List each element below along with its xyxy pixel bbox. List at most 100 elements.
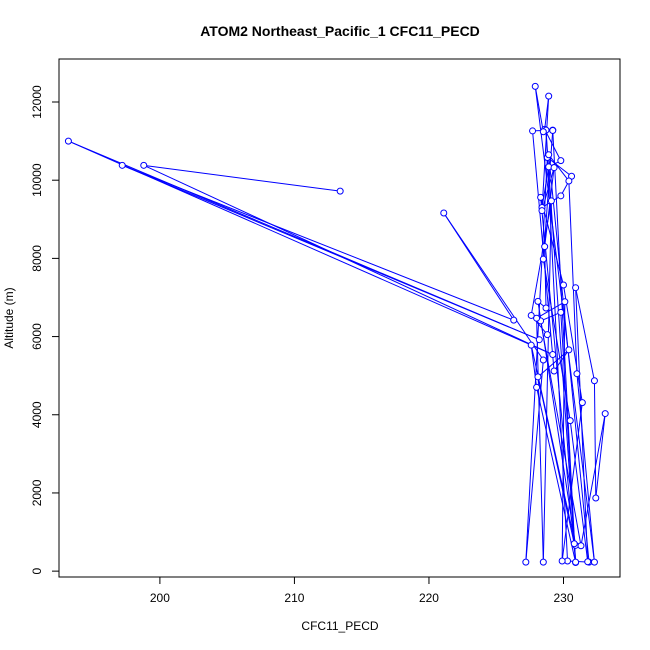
data-point (545, 92, 553, 100)
series-line-segment (542, 200, 552, 563)
data-point (566, 417, 574, 425)
data-point (539, 356, 547, 364)
data-point (539, 128, 547, 136)
data-point (558, 557, 566, 565)
chart-title: ATOM2 Northeast_Pacific_1 CFC11_PECD (200, 23, 480, 39)
x-axis-label: CFC11_PECD (301, 619, 378, 633)
data-point (510, 316, 518, 324)
data-point (543, 331, 551, 339)
data-point (590, 377, 598, 385)
series-line-segment (541, 96, 550, 211)
data-point (539, 558, 547, 566)
data-point (535, 336, 543, 344)
series-line-segment (525, 359, 544, 563)
series-line-segment (568, 180, 578, 374)
y-tick-label: 10000 (30, 163, 44, 197)
data-point (64, 137, 72, 145)
series-line-segment (561, 301, 566, 561)
x-tick-label: 220 (419, 591, 439, 605)
data-point (534, 373, 542, 381)
series-line-segment (532, 130, 555, 372)
y-axis-label: Altitude (m) (2, 287, 16, 348)
data-point (538, 207, 546, 215)
data-point (550, 367, 558, 375)
data-point (529, 127, 537, 135)
data-point (542, 304, 550, 312)
data-point (549, 127, 557, 135)
data-point (601, 410, 609, 418)
data-point (557, 192, 565, 200)
data-point (533, 314, 541, 322)
series-line-segment (143, 164, 341, 192)
data-point (336, 187, 344, 195)
data-point (561, 298, 569, 306)
series-line-segment (548, 154, 570, 182)
y-axis: 0 2000 4000 6000 8000 10000 12000 (30, 85, 59, 574)
series-line-segment (540, 311, 562, 322)
series-line-segment (593, 380, 597, 499)
series-line-segment (536, 318, 544, 563)
series-line-segment (580, 413, 606, 546)
data-point (440, 209, 448, 217)
y-tick-label: 0 (30, 567, 44, 574)
data-point (578, 399, 586, 407)
data-point (592, 494, 600, 502)
series-line-segment (569, 420, 589, 562)
y-tick-label: 4000 (30, 401, 44, 428)
series-line-segment (122, 164, 514, 321)
plot-frame (58, 58, 621, 578)
data-point (577, 542, 585, 550)
data-point (545, 151, 553, 159)
y-tick-label: 12000 (30, 85, 44, 119)
x-tick-label: 210 (284, 591, 304, 605)
data-point (527, 341, 535, 349)
data-point (557, 308, 565, 316)
data-point (549, 351, 557, 359)
data-point (573, 370, 581, 378)
data-point (565, 346, 573, 354)
data-point (539, 255, 547, 263)
series-line-segment (575, 287, 589, 562)
data-point (557, 157, 565, 165)
data-point (527, 311, 535, 319)
data-point (541, 243, 549, 251)
data-point (140, 161, 148, 169)
series-line-segment (560, 312, 577, 563)
series-line-segment (575, 287, 595, 381)
series-line-segment (544, 129, 562, 161)
y-tick-label: 2000 (30, 479, 44, 506)
series-line-segment (540, 320, 582, 546)
data-point (590, 558, 598, 566)
series-points (64, 82, 609, 567)
data-point (537, 193, 545, 201)
series-line-segment (595, 413, 606, 499)
series-line-segment (541, 166, 550, 208)
y-tick-label: 8000 (30, 245, 44, 272)
y-tick-label: 6000 (30, 323, 44, 350)
data-point (522, 558, 530, 566)
data-point (550, 164, 558, 172)
data-point (565, 177, 573, 185)
data-point (572, 284, 580, 292)
series-line-segment (530, 345, 538, 388)
data-point (559, 281, 567, 289)
series-line-segment (536, 387, 577, 563)
series-line-segment (536, 301, 566, 319)
data-point (547, 197, 555, 205)
data-point (533, 383, 541, 391)
x-tick-label: 230 (553, 591, 573, 605)
series-line-segment (561, 402, 583, 562)
data-point (584, 558, 592, 566)
series-line-segment (547, 157, 572, 177)
data-point (572, 558, 580, 566)
data-point (534, 297, 542, 305)
x-tick-label: 200 (150, 591, 170, 605)
series-line-segment (443, 212, 544, 361)
series-line-segment (122, 164, 540, 341)
data-point (570, 540, 578, 548)
x-axis: 200 210 220 230 (150, 577, 574, 605)
data-point (531, 82, 539, 90)
series-line-segment (534, 86, 544, 132)
data-point (118, 161, 126, 169)
